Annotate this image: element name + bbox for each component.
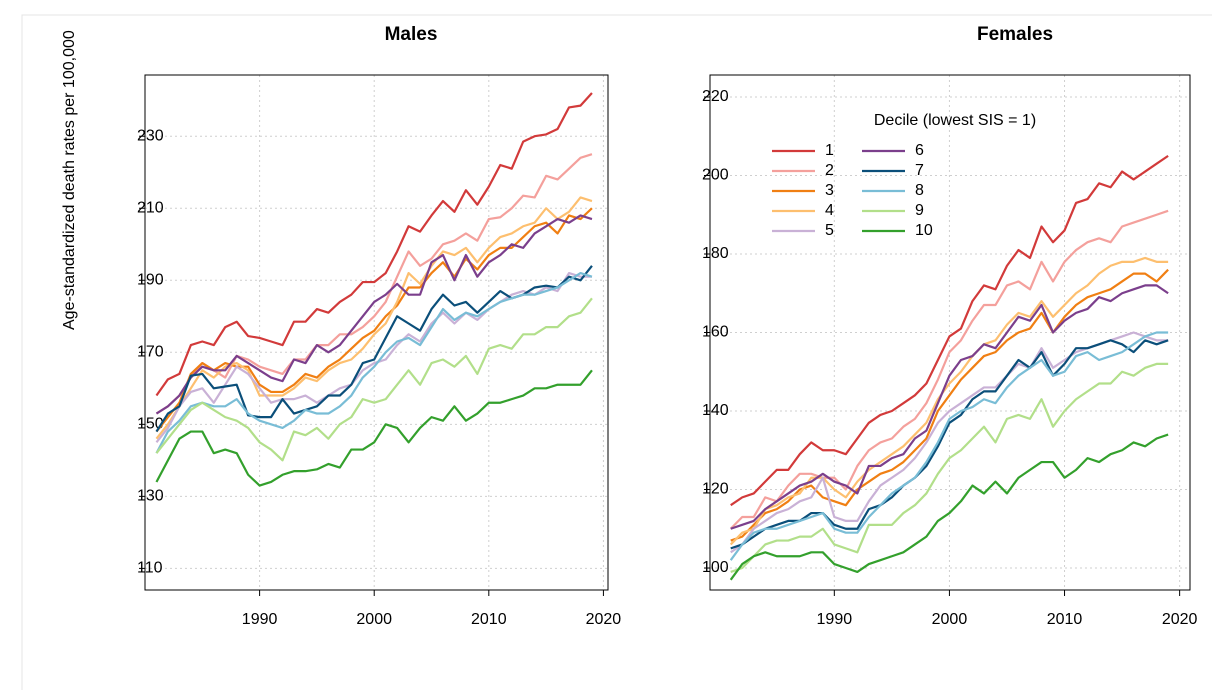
series-line: [155, 271, 593, 454]
x-tick-label: 2010: [1047, 611, 1083, 628]
x-tick-label: 2020: [586, 611, 622, 628]
series-line: [730, 284, 1169, 530]
legend-label: 2: [825, 162, 834, 179]
series-line: [155, 92, 593, 397]
series-line: [729, 433, 1169, 581]
series-line: [730, 339, 1169, 550]
plot-frame: [144, 74, 609, 591]
series-line: [729, 256, 1169, 546]
legend-label: 1: [825, 142, 834, 159]
y-tick-label: 130: [137, 488, 164, 505]
panel-title: Males: [385, 24, 438, 45]
y-tick-label: 180: [702, 245, 729, 262]
y-tick-label: 160: [702, 324, 729, 341]
series-line: [155, 271, 592, 444]
series-line: [155, 153, 593, 415]
y-tick-label: 100: [702, 559, 729, 576]
y-tick-label: 120: [702, 481, 729, 498]
y-tick-label: 210: [137, 199, 164, 216]
y-axis-label: Age-standardized death rates per 100,000: [61, 30, 78, 330]
y-tick-label: 200: [702, 167, 729, 184]
y-tick-label: 230: [137, 127, 164, 144]
x-tick-label: 1990: [817, 611, 853, 628]
legend-label: 6: [915, 142, 924, 159]
legend-label: 9: [915, 202, 924, 219]
series-line: [155, 214, 593, 415]
y-tick-label: 140: [702, 402, 729, 419]
x-tick-label: 2020: [1162, 611, 1198, 628]
series-line: [729, 209, 1169, 530]
legend-label: 5: [825, 222, 834, 239]
legend-title: Decile (lowest SIS = 1): [874, 112, 1036, 129]
y-tick-label: 110: [137, 560, 163, 577]
legend-label: 8: [915, 182, 924, 199]
x-tick-label: 2000: [356, 611, 392, 628]
legend-label: 3: [825, 182, 834, 199]
series-line: [730, 154, 1169, 507]
x-tick-label: 2000: [932, 611, 968, 628]
plot-frame: [709, 74, 1191, 591]
x-tick-label: 1990: [242, 611, 278, 628]
x-tick-label: 2010: [471, 611, 507, 628]
frame: [21, 14, 1212, 690]
series-line: [155, 369, 593, 487]
legend-label: 4: [825, 202, 834, 219]
y-tick-label: 170: [137, 344, 164, 361]
y-tick-label: 190: [137, 271, 164, 288]
y-tick-label: 150: [137, 416, 164, 433]
legend-label: 7: [915, 162, 924, 179]
series-line: [730, 362, 1169, 573]
series-line: [729, 331, 1169, 561]
y-tick-label: 220: [702, 88, 729, 105]
legend-label: 10: [915, 222, 933, 239]
panel-title: Females: [977, 24, 1053, 45]
series-line: [155, 297, 593, 462]
